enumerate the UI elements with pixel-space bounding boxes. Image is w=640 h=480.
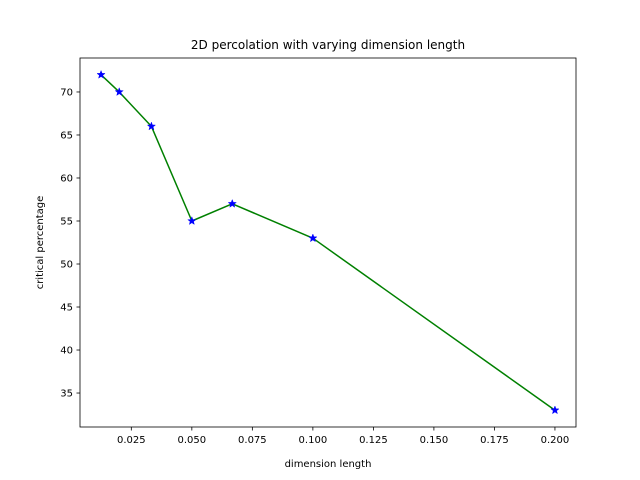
chart-title: 2D percolation with varying dimension le… [191, 38, 465, 52]
data-point-star [187, 216, 197, 225]
x-tick-label: 0.175 [480, 435, 509, 446]
data-point-star [114, 87, 124, 96]
data-point-star [227, 198, 237, 208]
y-tick-label: 35 [60, 389, 73, 400]
x-tick-label: 0.200 [541, 435, 570, 446]
y-tick-label: 45 [60, 303, 73, 314]
x-axis-ticks: 0.025 0.050 0.075 0.100 0.125 0.150 0.175 0.200 [117, 427, 569, 446]
y-tick-label: 65 [60, 131, 73, 142]
x-tick-label: 0.075 [238, 435, 267, 446]
marker-layer [96, 69, 560, 415]
data-point-star [146, 121, 157, 131]
plot-frame [79, 57, 577, 428]
y-tick-label: 70 [60, 88, 73, 99]
data-point-star [550, 405, 560, 415]
data-point-star [96, 69, 106, 79]
y-tick-label: 60 [60, 174, 73, 185]
y-tick-label: 50 [60, 260, 73, 271]
y-tick-label: 40 [60, 346, 73, 357]
y-tick-label: 55 [60, 217, 73, 228]
plot-area [80, 58, 576, 427]
x-tick-label: 0.150 [420, 435, 449, 446]
data-point-star [308, 233, 318, 243]
x-tick-label: 0.125 [359, 435, 388, 446]
x-tick-label: 0.100 [299, 435, 328, 446]
y-axis-label: critical percentage [35, 196, 46, 290]
y-axis-ticks: 35 40 45 50 55 60 65 70 [60, 88, 80, 400]
x-axis-label: dimension length [285, 459, 372, 470]
x-tick-label: 0.025 [117, 435, 146, 446]
x-tick-label: 0.050 [178, 435, 207, 446]
